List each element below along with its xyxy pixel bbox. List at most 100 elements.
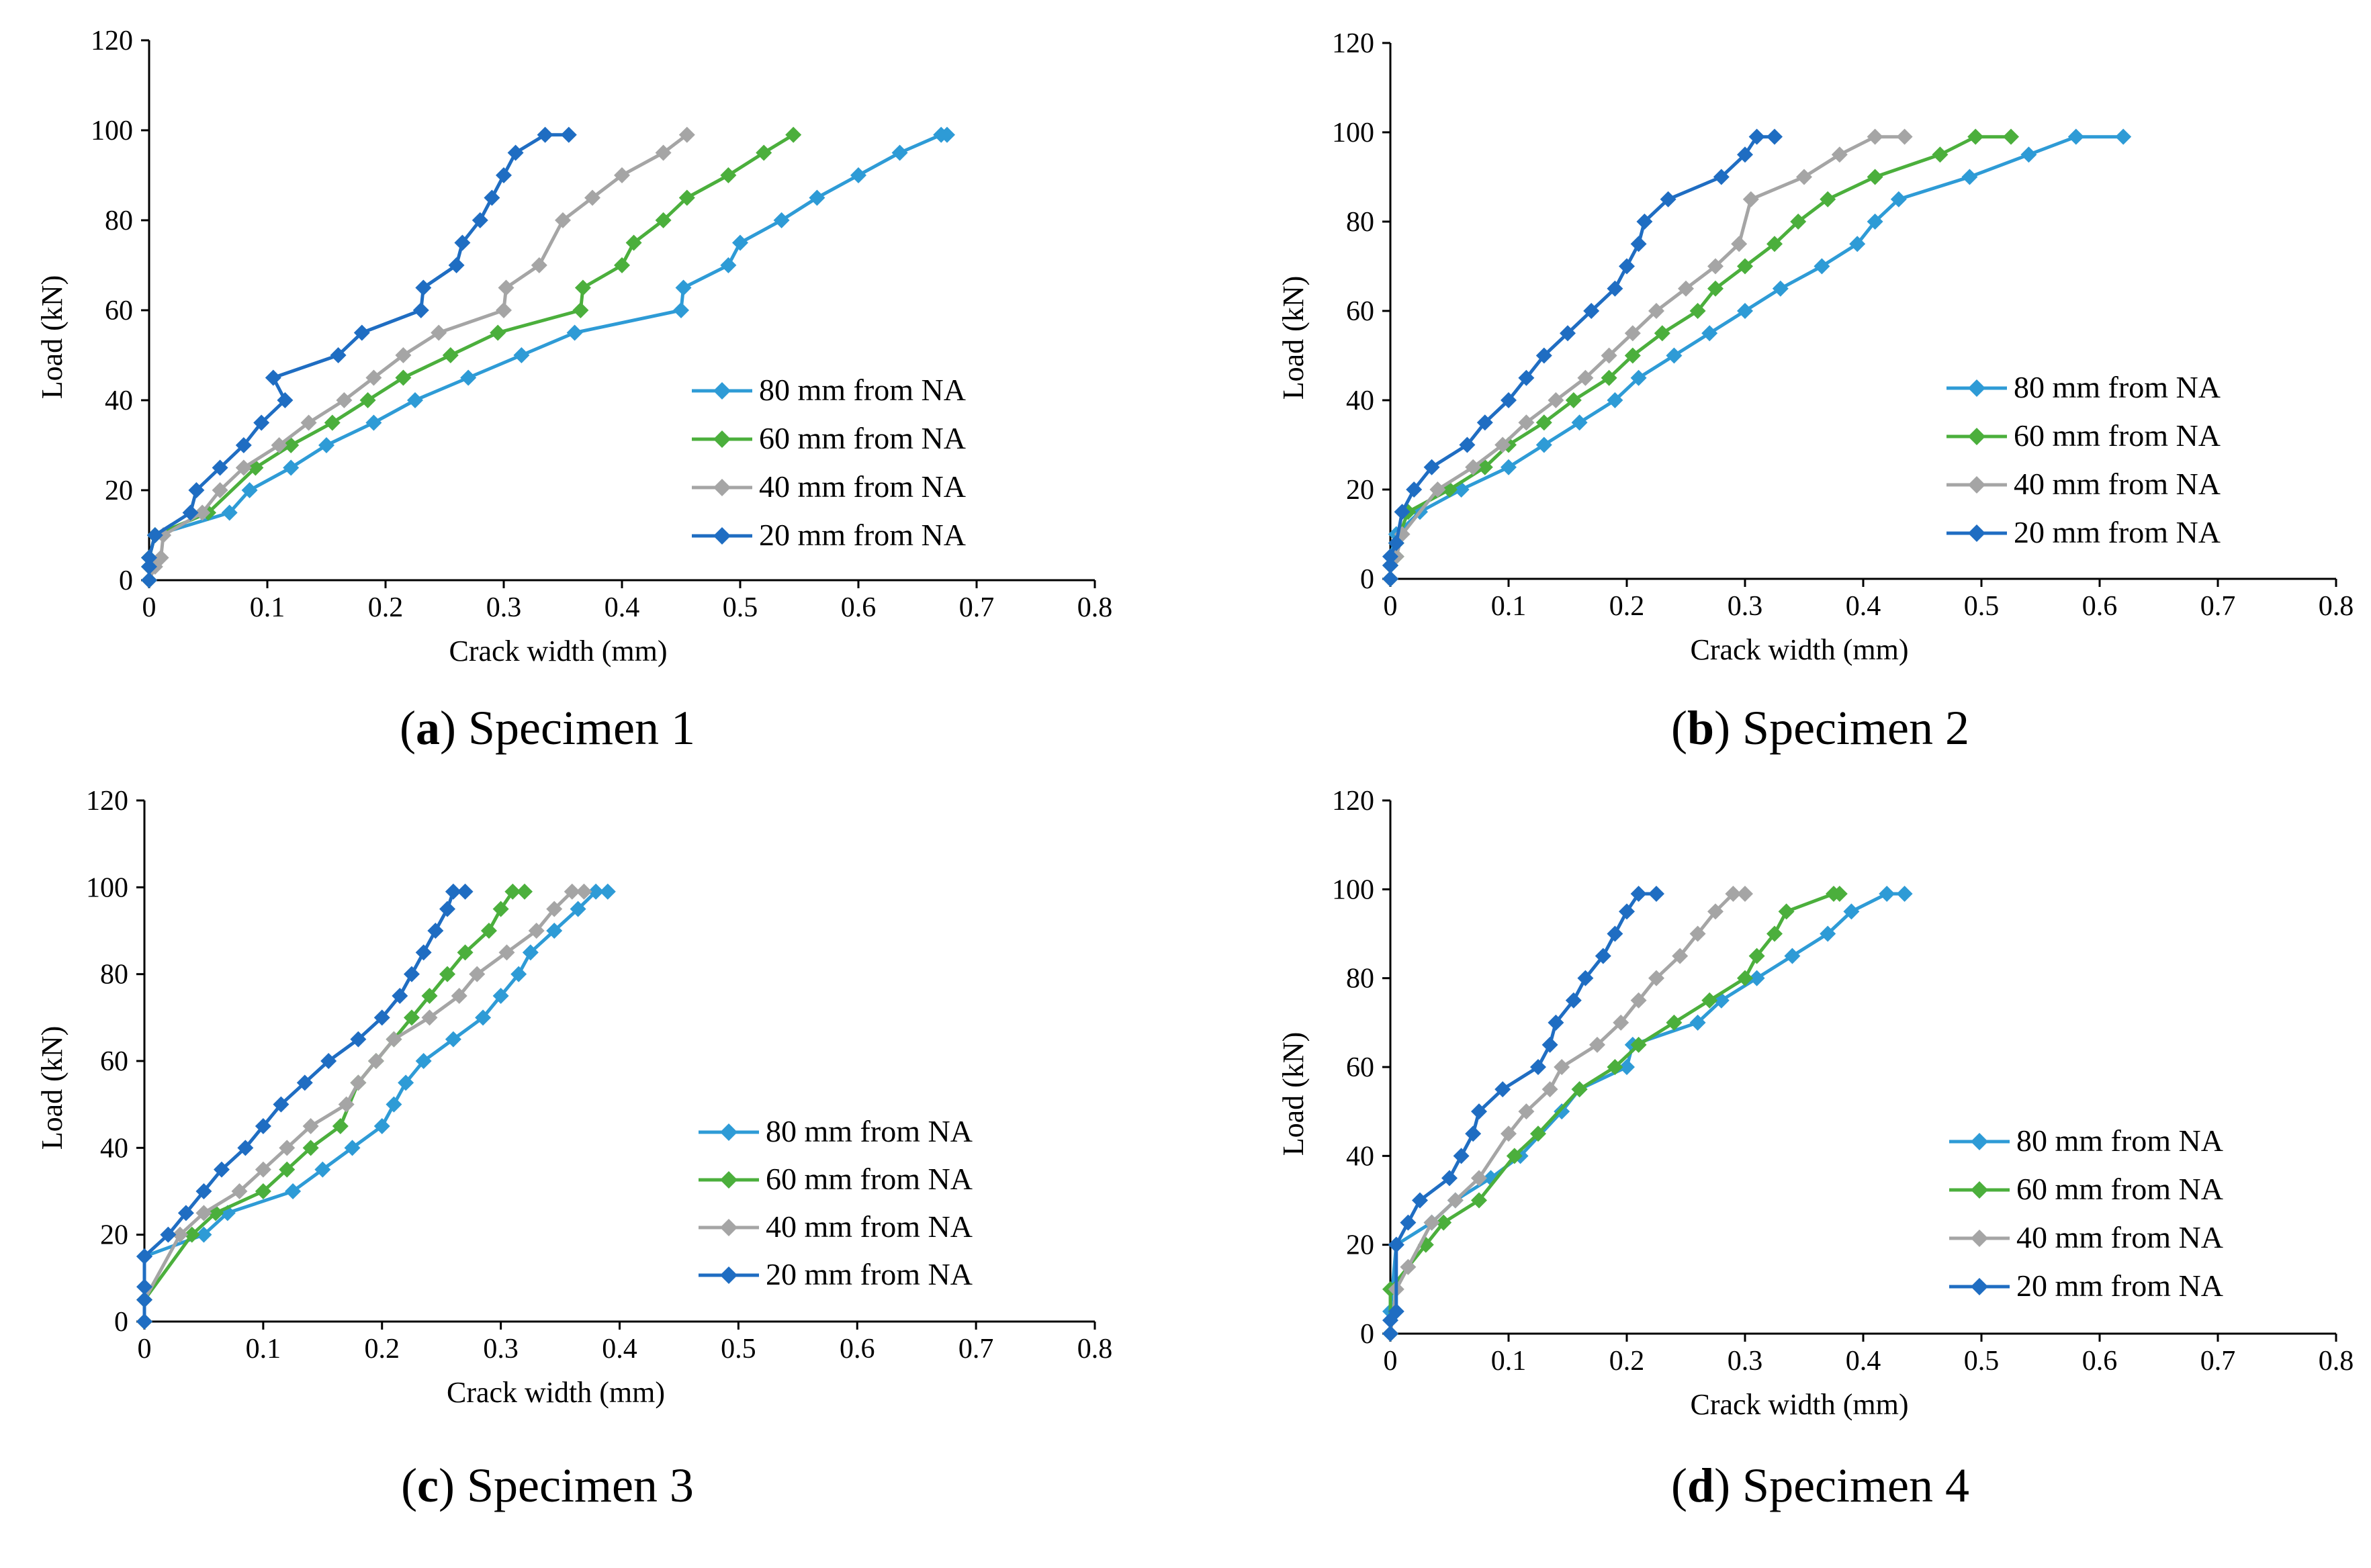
data-point <box>1518 414 1535 431</box>
data-point <box>1501 459 1517 475</box>
data-point <box>1571 1081 1588 1098</box>
x-axis-label: Crack width (mm) <box>1690 633 1908 666</box>
data-point <box>720 257 737 273</box>
legend-entry: 60 mm from NA <box>699 1162 973 1196</box>
data-point <box>255 1183 271 1199</box>
data-point <box>302 1118 319 1134</box>
data-point <box>415 944 432 961</box>
data-point <box>1613 1014 1629 1031</box>
caption-open: ( <box>1671 1459 1687 1512</box>
data-point <box>235 459 252 476</box>
legend-label: 20 mm from NA <box>759 518 966 552</box>
data-point <box>564 883 580 900</box>
legend-entry: 40 mm from NA <box>1947 467 2221 501</box>
data-point <box>195 1226 212 1243</box>
data-point <box>195 1205 212 1221</box>
legend-marker <box>713 527 731 545</box>
data-point <box>279 1140 296 1156</box>
series-4 <box>136 883 474 1330</box>
data-point <box>320 1053 337 1069</box>
data-point <box>359 392 376 408</box>
series-3 <box>141 126 695 588</box>
data-point <box>324 414 341 431</box>
data-point <box>1630 885 1647 902</box>
legend-entry: 20 mm from NA <box>692 518 966 552</box>
y-tick-label: 120 <box>1332 28 1374 59</box>
data-point <box>1447 1192 1464 1209</box>
data-point <box>678 126 695 143</box>
data-point <box>1494 436 1511 453</box>
data-point <box>1535 414 1552 431</box>
data-point <box>1423 459 1440 475</box>
legend-marker <box>713 479 731 496</box>
data-point <box>1648 885 1664 902</box>
data-point <box>255 1161 271 1178</box>
x-tick-label: 0 <box>1384 591 1398 622</box>
data-point <box>1476 414 1493 431</box>
data-point <box>507 144 524 161</box>
data-point <box>212 459 228 476</box>
data-point <box>1382 1326 1398 1342</box>
data-point <box>195 1183 212 1199</box>
data-point <box>439 966 456 982</box>
data-point <box>336 392 353 408</box>
data-point <box>1737 258 1753 275</box>
data-point <box>1737 885 1753 902</box>
legend-entry: 40 mm from NA <box>692 469 966 504</box>
series-1 <box>1382 885 1913 1342</box>
data-point <box>1896 128 1913 145</box>
y-tick-label: 100 <box>86 872 128 903</box>
data-point <box>655 144 672 161</box>
data-point <box>469 966 486 982</box>
x-tick-label: 0.7 <box>2200 1346 2236 1377</box>
data-point <box>1967 128 1984 145</box>
data-point <box>271 437 287 453</box>
data-point <box>386 1031 402 1048</box>
data-point <box>365 414 382 431</box>
data-point <box>141 572 157 588</box>
series-4 <box>1382 885 1664 1342</box>
data-point <box>1766 925 1783 942</box>
data-point <box>1471 1170 1487 1187</box>
data-point <box>152 549 169 566</box>
data-point <box>1630 992 1647 1009</box>
y-tick-label: 40 <box>100 1133 128 1164</box>
data-point <box>1465 1125 1482 1142</box>
data-point <box>720 167 737 183</box>
data-point <box>1648 970 1664 986</box>
data-point <box>253 414 270 431</box>
y-tick-label: 60 <box>1346 1052 1374 1083</box>
caption-letter: c <box>417 1459 439 1512</box>
data-point <box>1595 948 1611 964</box>
data-point <box>809 189 825 206</box>
data-point <box>785 126 802 143</box>
data-point <box>265 369 281 386</box>
data-point <box>1441 1170 1458 1187</box>
legend-entry: 60 mm from NA <box>692 421 966 455</box>
caption: (a) Specimen 1 <box>400 701 695 755</box>
caption-letter: d <box>1687 1459 1714 1512</box>
legend-marker <box>720 1171 737 1189</box>
x-tick-label: 0.5 <box>721 1334 756 1365</box>
x-tick-label: 0.6 <box>841 592 877 623</box>
data-point <box>407 392 423 408</box>
data-point <box>1607 1059 1623 1075</box>
data-point <box>1465 459 1482 475</box>
data-point <box>678 189 695 206</box>
data-point <box>1701 992 1718 1009</box>
legend-entry: 80 mm from NA <box>699 1114 973 1148</box>
data-point <box>1814 258 1830 275</box>
legend-label: 40 mm from NA <box>759 469 966 504</box>
data-point <box>1382 571 1398 587</box>
data-point <box>1471 1103 1487 1120</box>
data-point <box>1548 1014 1564 1031</box>
data-point <box>1748 128 1765 145</box>
legend-entry: 60 mm from NA <box>1947 418 2221 453</box>
y-tick-label: 60 <box>1346 296 1374 327</box>
data-point <box>277 392 294 408</box>
data-point <box>1701 325 1718 342</box>
y-tick-label: 60 <box>100 1046 128 1077</box>
caption-close: ) <box>439 1459 455 1512</box>
x-tick-label: 0.7 <box>959 592 995 623</box>
data-point <box>415 1053 432 1069</box>
